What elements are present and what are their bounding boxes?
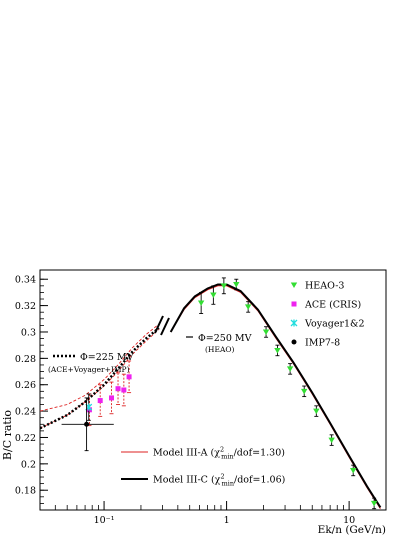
y-tick-label: 0.22 <box>15 433 36 444</box>
data-point <box>115 372 121 405</box>
marker <box>301 388 308 395</box>
data-point <box>220 277 228 295</box>
marker <box>290 319 298 327</box>
model-legend: Model III-A (χ2 min/dof=1.30) Model III-C … <box>121 446 285 488</box>
y-tick-label: 0.34 <box>15 275 36 286</box>
low-energy-curve <box>39 327 160 430</box>
x-tick-label: 10 <box>343 515 355 526</box>
model-legend-item: Model III-A (χ2 min/dof=1.30) <box>121 446 285 461</box>
legend: HEAO-3 ACE (CRIS) Voyager1&2 IMP7-8 <box>290 281 365 349</box>
marker <box>86 407 92 413</box>
legend-item: HEAO-3 <box>290 281 344 292</box>
marker <box>291 301 297 307</box>
y-tick-label: 0.32 <box>15 301 36 312</box>
data-point <box>313 405 320 417</box>
plot-frame <box>39 269 387 511</box>
model-legend-label: Model III-C (χ2 min/dof=1.06) <box>153 473 285 488</box>
legend-item: IMP7-8 <box>291 338 340 349</box>
y-tick-label: 0.24 <box>15 407 36 418</box>
data-point <box>262 326 270 338</box>
legend-label: HEAO-3 <box>305 281 344 292</box>
marker <box>313 408 320 415</box>
data-point <box>210 285 217 305</box>
data-point <box>233 278 240 291</box>
marker <box>350 467 357 474</box>
data-point <box>126 360 132 394</box>
data-point <box>97 384 103 417</box>
phi225-sublabel: (ACE+Voyager+IMP) <box>48 365 130 374</box>
x-axis-label: Ek/n (GeV/n) <box>318 524 386 536</box>
marker <box>291 339 297 345</box>
curves-layer <box>39 283 382 509</box>
annotation-phi225: Φ=225 MV (ACE+Voyager+IMP) <box>48 352 134 374</box>
legend-item: Voyager1&2 <box>290 319 365 330</box>
data-point <box>301 385 308 398</box>
data-point <box>286 363 294 375</box>
marker <box>286 366 294 372</box>
data-points-layer <box>61 277 378 510</box>
x-axis-ticks: 10⁻¹ 1 10 <box>39 501 387 526</box>
data-point <box>244 301 252 313</box>
marker <box>210 292 217 299</box>
y-tick-label: 0.26 <box>15 380 36 391</box>
marker <box>233 282 240 288</box>
low-energy-curve <box>39 328 160 429</box>
x-tick-label: 10⁻¹ <box>94 515 115 526</box>
data-point <box>274 344 281 357</box>
marker <box>274 347 281 354</box>
marker <box>262 329 270 335</box>
axis-break-mark <box>154 315 170 336</box>
marker <box>121 387 127 393</box>
phi225-label: Φ=225 MV <box>80 352 134 363</box>
marker <box>84 421 90 427</box>
x-tick-label: 1 <box>224 515 230 526</box>
legend-label: IMP7-8 <box>305 338 340 349</box>
legend-label: ACE (CRIS) <box>304 300 361 311</box>
marker <box>244 304 252 310</box>
legend-item: ACE (CRIS) <box>291 300 361 311</box>
marker <box>115 386 121 392</box>
phi250-sublabel: (HEAO) <box>205 345 235 354</box>
y-axis-ticks: 0.18 0.2 0.22 0.24 0.26 0.28 0.3 0.32 0.34 <box>15 275 48 504</box>
marker <box>197 300 205 306</box>
model-legend-item: Model III-C (χ2 min/dof=1.06) <box>121 473 285 488</box>
y-tick-label: 0.18 <box>15 486 36 497</box>
y-axis-label: B/C ratio <box>1 410 14 460</box>
model-curve <box>169 283 382 508</box>
y-tick-label: 0.3 <box>21 327 36 338</box>
marker <box>109 395 115 401</box>
marker <box>126 374 132 380</box>
data-point <box>328 434 335 446</box>
data-point <box>370 497 378 510</box>
annotation-phi250: Φ=250 MV (HEAO) <box>186 333 252 354</box>
data-point <box>350 464 357 477</box>
data-point <box>197 291 205 314</box>
marker <box>220 283 228 289</box>
marker <box>97 398 103 404</box>
y-tick-label: 0.28 <box>15 354 36 365</box>
marker <box>370 500 378 507</box>
marker <box>328 437 335 444</box>
data-point <box>61 397 114 452</box>
model-legend-label: Model III-A (χ2 min/dof=1.30) <box>153 446 285 461</box>
marker <box>290 282 298 288</box>
y-tick-label: 0.2 <box>21 459 36 470</box>
phi250-label: Φ=250 MV <box>198 333 252 344</box>
data-point <box>109 381 115 415</box>
legend-label: Voyager1&2 <box>304 319 365 330</box>
low-energy-curve <box>39 323 160 412</box>
data-point <box>121 373 127 407</box>
